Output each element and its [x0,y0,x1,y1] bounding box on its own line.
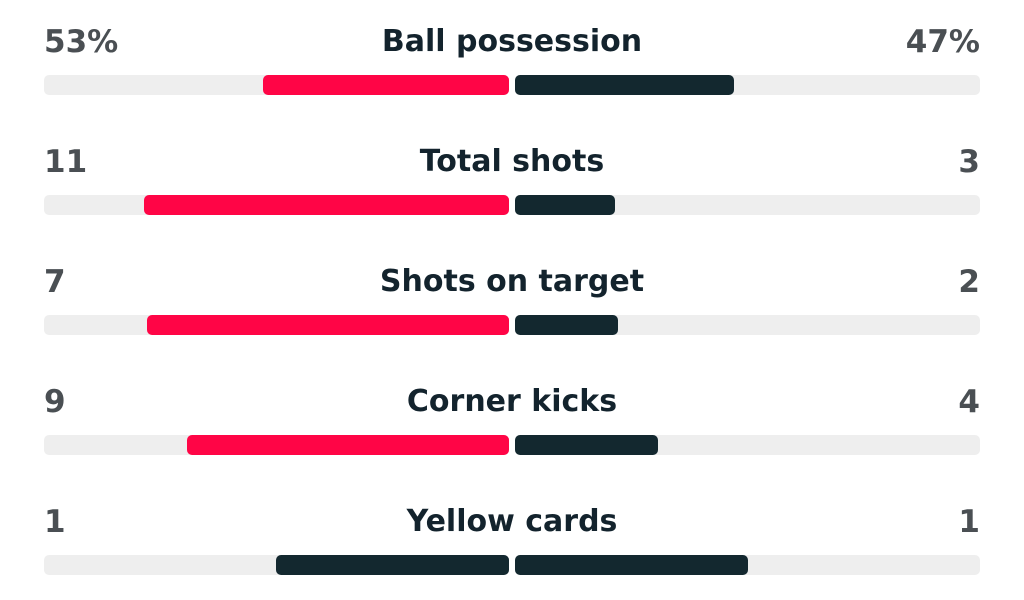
stat-row-shots-on-target: 7 Shots on target 2 [44,240,980,360]
home-bar-fill [187,435,509,455]
stat-header: 9 Corner kicks 4 [44,382,980,422]
stat-label: Ball possession [381,24,643,59]
stat-row-corner-kicks: 9 Corner kicks 4 [44,360,980,480]
home-bar-fill [147,315,509,335]
home-value: 7 [44,264,66,300]
match-stats-panel: 53% Ball possession 47% 11 Total shots 3 [44,0,980,600]
away-bar-fill [515,315,618,335]
away-value: 47% [905,24,980,60]
home-bar-track [44,75,509,95]
away-value: 1 [958,504,980,540]
away-value: 4 [958,384,980,420]
away-bar-fill [515,75,734,95]
stat-label: Yellow cards [406,504,618,539]
home-bar-track [44,435,509,455]
comparison-bar [44,75,980,95]
stat-label: Corner kicks [406,384,618,419]
comparison-bar [44,315,980,335]
comparison-bar [44,435,980,455]
stat-header: 53% Ball possession 47% [44,22,980,62]
home-value: 53% [44,24,119,60]
away-bar-track [515,555,980,575]
stat-header: 1 Yellow cards 1 [44,502,980,542]
stat-label: Total shots [419,144,605,179]
home-bar-fill [263,75,509,95]
away-bar-track [515,315,980,335]
away-bar-fill [515,195,615,215]
stat-row-ball-possession: 53% Ball possession 47% [44,0,980,120]
home-value: 9 [44,384,66,420]
comparison-bar [44,555,980,575]
away-value: 3 [958,144,980,180]
home-bar-fill [144,195,509,215]
away-bar-fill [515,435,658,455]
comparison-bar [44,195,980,215]
stat-label: Shots on target [379,264,645,299]
away-bar-track [515,75,980,95]
away-bar-fill [515,555,748,575]
away-bar-track [515,195,980,215]
home-bar-track [44,555,509,575]
home-value: 1 [44,504,66,540]
stat-header: 11 Total shots 3 [44,142,980,182]
home-bar-track [44,315,509,335]
away-bar-track [515,435,980,455]
stat-row-yellow-cards: 1 Yellow cards 1 [44,480,980,600]
away-value: 2 [958,264,980,300]
stat-header: 7 Shots on target 2 [44,262,980,302]
home-bar-fill [276,555,509,575]
stat-row-total-shots: 11 Total shots 3 [44,120,980,240]
home-value: 11 [44,144,88,180]
home-bar-track [44,195,509,215]
